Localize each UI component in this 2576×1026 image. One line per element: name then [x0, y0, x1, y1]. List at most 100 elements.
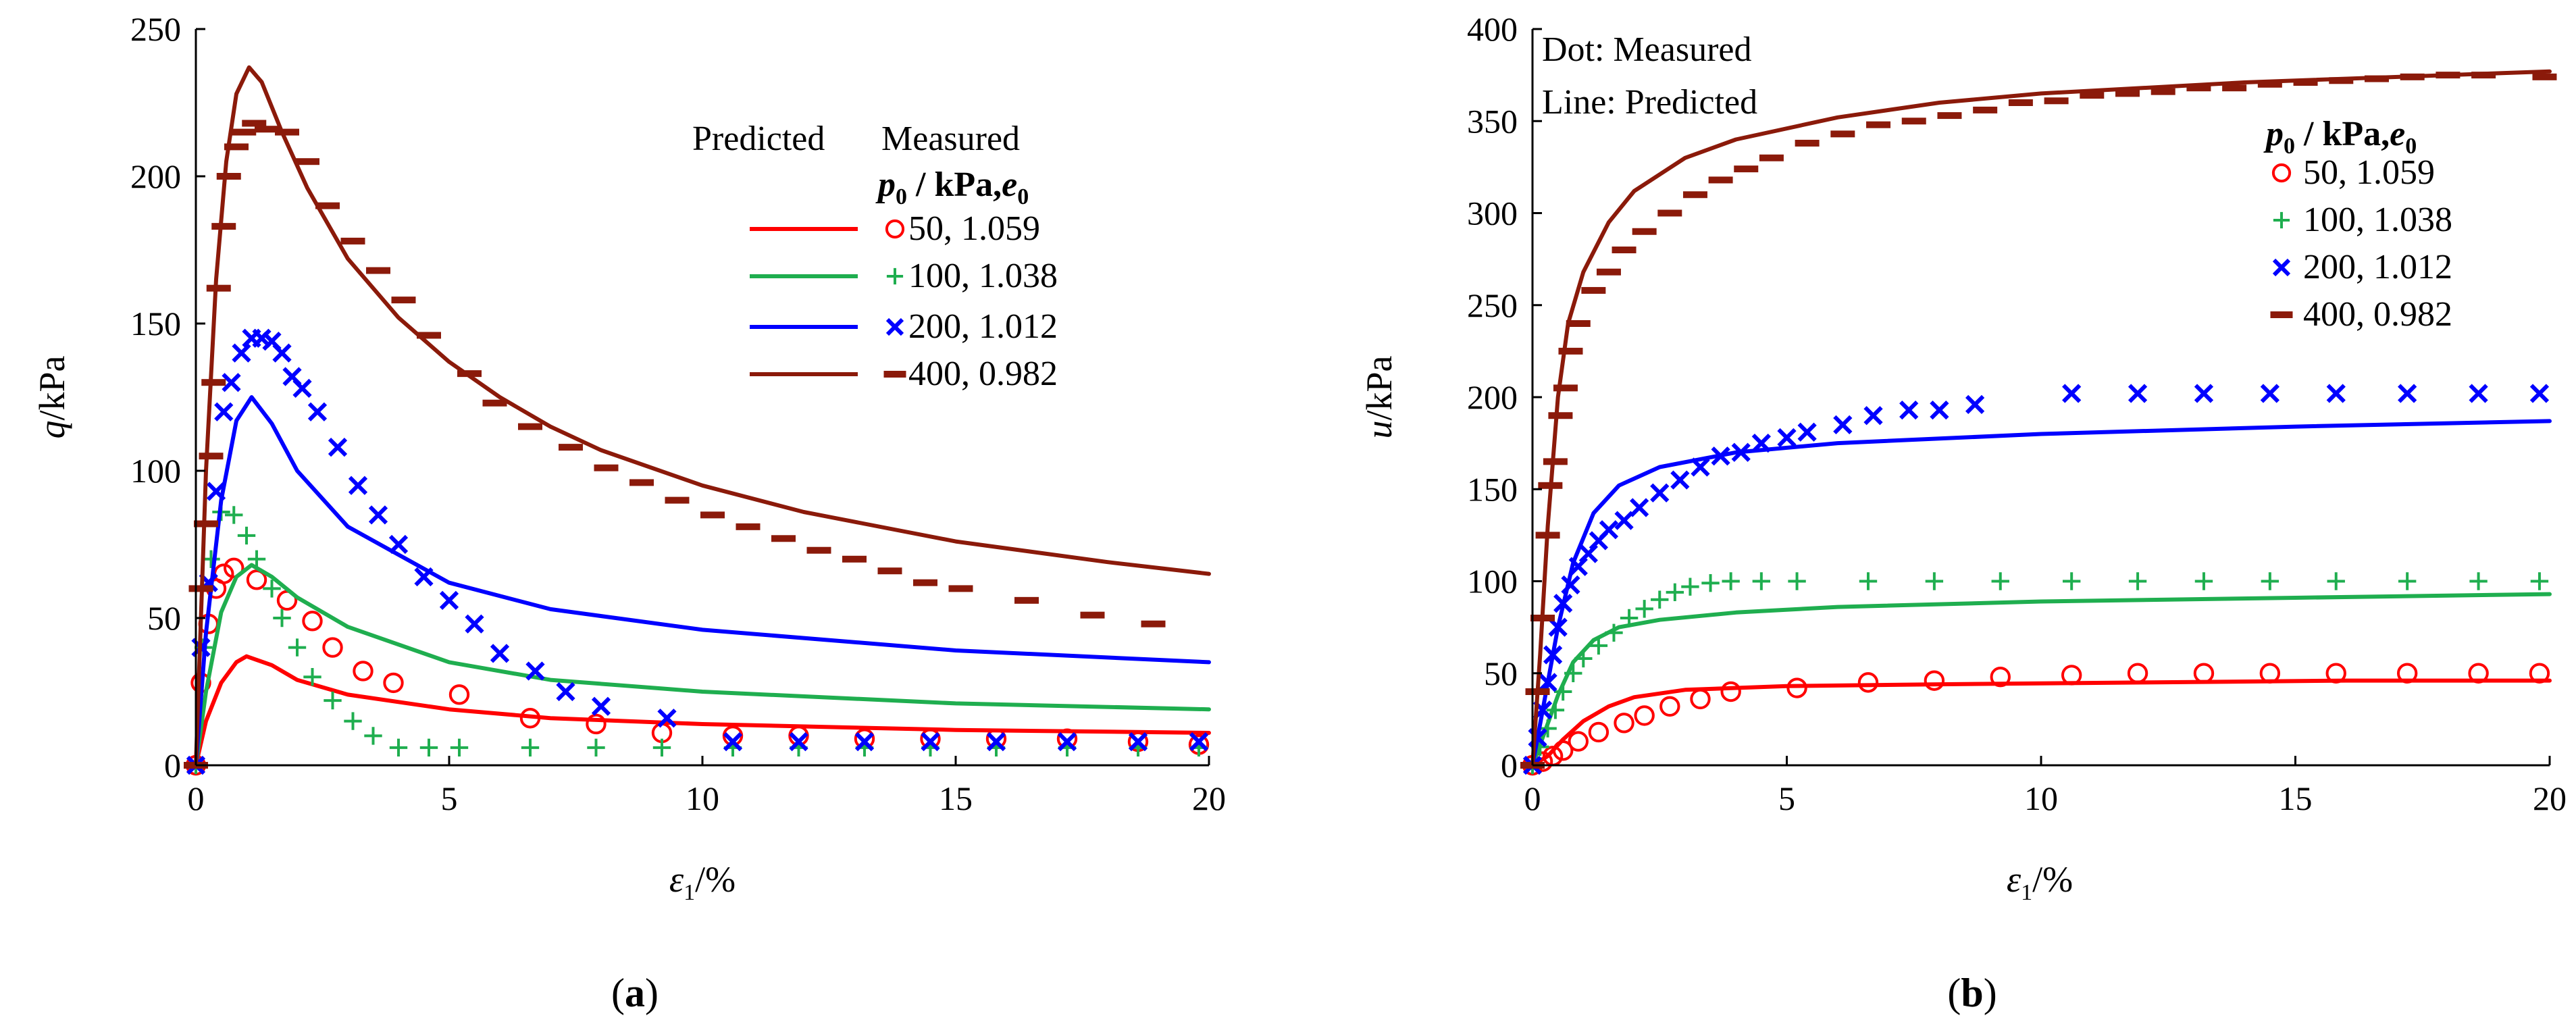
- panel-b-measured-point: [1859, 572, 1878, 590]
- panel-b-measured-point: [1924, 670, 1945, 691]
- panel-a-measured-point: [255, 126, 279, 133]
- panel-a-predicted-line-1: [194, 563, 1211, 767]
- panel-b-measured-point: [1543, 645, 1563, 665]
- panel-b-measured-point: [2326, 384, 2346, 403]
- panel-a-legend-marker-0: [885, 219, 905, 239]
- panel-a-measured-point: [224, 557, 244, 579]
- panel-a-measured-point: [414, 567, 434, 587]
- panel-a-measured-point: [389, 738, 408, 757]
- panel-b-measured-point: [2329, 77, 2354, 84]
- panel-b-measured-point: [1599, 520, 1619, 540]
- panel-b-y-tick-label: 150: [1467, 470, 1518, 508]
- panel-b-measured-point: [2468, 663, 2489, 684]
- panel-a-measured-point: [1057, 732, 1077, 752]
- panel-a-measured-point: [629, 479, 654, 486]
- panel-b-y-tick-label: 350: [1467, 102, 1518, 140]
- panel-b-measured-point: [1574, 649, 1593, 668]
- panel-b-measured-point: [1614, 713, 1634, 734]
- panel-a-measured-point: [224, 143, 249, 151]
- panel-b-measured-point: [2194, 572, 2213, 590]
- panel-b-measured-point: [1566, 320, 1591, 327]
- panel-b-measured-point: [2529, 663, 2550, 684]
- panel-a-legend-header-predicted: Predicted: [692, 120, 825, 158]
- panel-a-measured-point: [771, 535, 796, 542]
- panel-a-y-tick-label: 200: [130, 157, 181, 195]
- panel-a-measured-point: [519, 708, 541, 729]
- panel-b-measured-point: [1538, 482, 1563, 489]
- panel-b-measured-point: [1788, 572, 1806, 590]
- panel-a-measured-point: [921, 732, 940, 752]
- panel-b-x-tick-label: 10: [2024, 779, 2058, 817]
- panel-a-y-tick-label: 250: [130, 10, 181, 48]
- panel-b-measured-point: [1588, 721, 1609, 743]
- panel-a-measured-point: [232, 343, 251, 363]
- panel-a-legend-marker-3: [883, 371, 906, 378]
- panel-b-measured-point: [2532, 73, 2557, 80]
- panel-a-measured-point: [242, 120, 267, 127]
- panel-b-measured-point: [2471, 72, 2496, 79]
- panel-a-measured-point: [206, 284, 231, 292]
- panel-b-x-tick-label: 0: [1524, 779, 1541, 817]
- panel-b-y-tick-label: 100: [1467, 563, 1518, 600]
- panel-a-measured-point: [439, 590, 459, 610]
- panel-b-measured-point: [2398, 572, 2417, 590]
- panel-a-measured-point: [366, 267, 390, 274]
- panel-b-legend-marker-0: [2271, 163, 2292, 183]
- panel-b-measured-point: [1552, 740, 1574, 761]
- panel-a-measured-point: [322, 637, 343, 658]
- panel-b-measured-point: [1568, 731, 1589, 752]
- panel-a-measured-point: [383, 672, 404, 694]
- panel-a-y-axis-title: q/kPa: [32, 355, 72, 438]
- panel-b-measured-point: [1538, 673, 1557, 692]
- panel-a-y-tick-label: 50: [147, 599, 181, 637]
- panel-a-measured-point: [206, 482, 226, 501]
- panel-b-measured-point: [2193, 663, 2215, 684]
- panel-b-measured-point: [1833, 415, 1853, 434]
- panel-b-measured-point: [1991, 572, 2009, 590]
- panel-b-measured-point: [2530, 572, 2549, 590]
- panel-a-measured-point: [657, 709, 677, 728]
- panel-a-measured-point: [340, 237, 365, 245]
- panel-b-measured-point: [1682, 191, 1707, 199]
- panel-a-measured-point: [419, 738, 438, 757]
- panel-b-predicted-line-0: [1530, 678, 2552, 767]
- panel-b-measured-point: [2044, 97, 2069, 105]
- panel-b-measured-point: [1553, 384, 1578, 392]
- panel-a-measured-point: [364, 727, 382, 745]
- panel-b-measured-point: [1720, 681, 1741, 702]
- panel-b-measured-point: [1759, 154, 1784, 161]
- panel-a-x-axis-title: ε1/%: [669, 859, 736, 905]
- panel-b-measured-point: [1539, 719, 1557, 738]
- panel-a-measured-point: [457, 370, 482, 378]
- panel-a-measured-point: [490, 644, 510, 663]
- panel-a-y-tick-label: 150: [130, 305, 181, 342]
- panel-a-measured-point: [303, 668, 321, 686]
- panel-a-legend-label-0: 50, 1.059: [908, 209, 1040, 248]
- panel-b-measured-point: [2061, 665, 2082, 686]
- panel-a-measured-point: [288, 638, 307, 657]
- panel-b-measured-point: [2400, 73, 2425, 80]
- panel-a-measured-point: [222, 373, 241, 392]
- panel-b-legend-param-label: p0 / kPa,e0: [2263, 115, 2417, 159]
- panel-b-measured-point: [2293, 79, 2318, 86]
- panel-b-measured-point: [2080, 92, 2105, 99]
- panel-a-measured-point: [556, 682, 575, 702]
- panel-b-measured-point: [2128, 572, 2147, 590]
- panel-b-measured-point: [1612, 247, 1637, 253]
- panel-a-measured-point: [247, 550, 266, 568]
- panel-b-measured-point: [1650, 483, 1670, 503]
- panel-b-measured-point: [1530, 615, 1555, 621]
- panel-b-measured-point: [1901, 118, 1926, 125]
- panel-b-measured-point: [1666, 583, 1684, 602]
- panel-a-measured-point: [211, 223, 236, 230]
- panel-a-measured-point: [232, 128, 257, 136]
- panel-a-legend-label-2: 200, 1.012: [908, 307, 1058, 346]
- panel-b-measured-point: [2128, 384, 2148, 403]
- panel-b-measured-point: [2398, 384, 2417, 403]
- panel-b-measured-point: [1830, 130, 1855, 138]
- panel-a-legend-header-measured: Measured: [881, 120, 1020, 158]
- panel-a-measured-point: [344, 712, 362, 730]
